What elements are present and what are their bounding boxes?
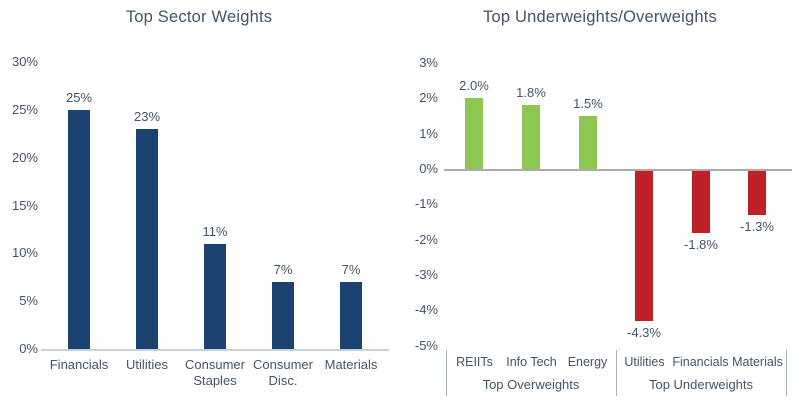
y-axis-tick-label: 30%	[11, 54, 38, 69]
bar-value-label: 23%	[133, 109, 161, 124]
y-axis-tick-label: 1%	[419, 126, 438, 141]
bar-value-label: 25%	[65, 90, 93, 105]
bar-value-label: 2.0%	[459, 78, 489, 93]
bar-materials	[340, 282, 362, 349]
sector-weights-title: Top Sector Weights	[125, 8, 273, 26]
overweight-bar-reiits	[465, 98, 483, 169]
bar-value-label: -1.8%	[684, 237, 718, 252]
x-axis-category-label: Materials	[324, 357, 378, 372]
bar-consumer-disc	[272, 282, 294, 349]
category-group-label: Top Underweights	[648, 377, 754, 392]
y-axis-tick-label: 20%	[11, 150, 38, 165]
under-over-weights-plot: 3% 2% 1% 0% -1% -2% -3% -4% -5% 2.0% REIITs 1.8% Inf…	[400, 0, 800, 400]
category-group-label: Top Overweights	[482, 377, 580, 392]
y-axis-tick-label: -3%	[414, 267, 438, 282]
category-axis-divider	[616, 350, 617, 396]
sector-weights-chart: Top Sector Weights 0% 5% 10% 15% 20% 25% 30% 25…	[0, 0, 398, 400]
x-axis-line	[41, 349, 389, 351]
bar-consumer-staples	[204, 244, 226, 349]
underweight-bar-financials	[692, 169, 710, 233]
underweight-bar-utilities	[635, 169, 653, 321]
x-axis-category-label: Utilities	[624, 355, 665, 369]
underweight-bar-materials	[748, 169, 766, 215]
category-axis-divider	[446, 350, 447, 396]
bar-value-label: 7%	[341, 262, 361, 277]
x-axis-category-label: Consumer Staples	[185, 357, 245, 388]
bar-value-label: 1.8%	[516, 85, 546, 100]
y-axis-tick-label: 15%	[11, 198, 38, 213]
zero-line	[444, 169, 792, 171]
y-axis-tick-label: -1%	[414, 196, 438, 211]
x-axis-category-label: Info Tech	[506, 355, 557, 369]
y-axis-tick-label: 3%	[419, 55, 438, 70]
under-over-weights-title: Top Underweights/Overweights	[483, 8, 717, 26]
y-axis-tick-label: 0%	[19, 341, 38, 356]
bar-value-label: 1.5%	[573, 96, 603, 111]
bar-utilities	[136, 129, 158, 349]
y-axis-tick-label: 0%	[419, 161, 438, 176]
bar-value-label: -1.3%	[740, 219, 774, 234]
sector-weights-plot: 0% 5% 10% 15% 20% 25% 30% 25% Financials 23% Utili…	[0, 0, 398, 400]
y-axis-tick-label: 10%	[11, 245, 38, 260]
x-axis-category-label: Utilities	[126, 357, 168, 372]
x-axis-category-label: Financials	[672, 355, 729, 369]
bar-financials	[68, 110, 90, 349]
y-axis-tick-label: -2%	[414, 232, 438, 247]
overweight-bar-energy	[579, 116, 597, 169]
bar-value-label: 7%	[273, 262, 293, 277]
overweight-bar-info-tech	[522, 105, 540, 169]
bar-value-label: 11%	[202, 224, 228, 239]
under-over-weights-chart: Top Underweights/Overweights 3% 2% 1% 0% -1%…	[400, 0, 800, 400]
x-axis-category-label: REIITs	[456, 355, 493, 369]
x-axis-category-label: Energy	[567, 355, 608, 369]
x-axis-category-label: Financials	[49, 357, 109, 372]
y-axis-tick-label: -4%	[414, 302, 438, 317]
y-axis-tick-label: 2%	[419, 90, 438, 105]
y-axis-tick-label: 25%	[11, 102, 38, 117]
x-axis-category-label: Consumer Disc.	[253, 357, 313, 388]
y-axis-tick-label: 5%	[19, 293, 38, 308]
y-axis-tick-label: -5%	[414, 338, 438, 353]
bar-value-label: -4.3%	[627, 325, 661, 340]
x-axis-category-label: Materials	[732, 355, 783, 369]
category-axis-divider	[786, 350, 787, 396]
